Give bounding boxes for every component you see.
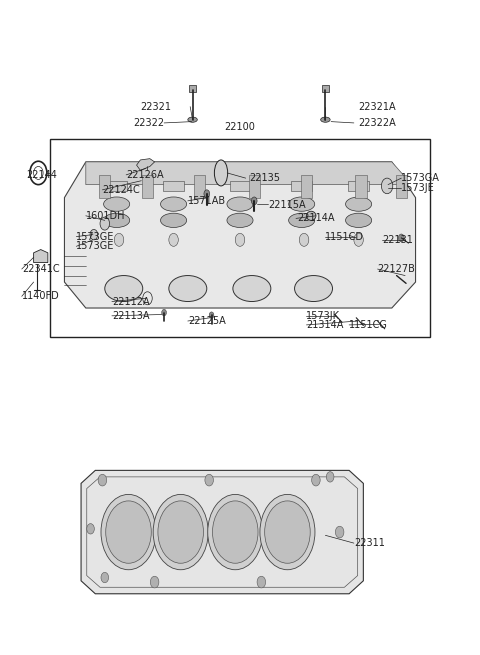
Bar — [301, 175, 312, 198]
Circle shape — [264, 501, 310, 563]
Text: 22114A: 22114A — [297, 214, 335, 223]
Bar — [249, 175, 260, 198]
Circle shape — [300, 233, 309, 246]
Circle shape — [101, 572, 108, 583]
Circle shape — [208, 495, 263, 570]
Text: 22322: 22322 — [133, 118, 164, 128]
Text: 22321A: 22321A — [359, 102, 396, 112]
Circle shape — [162, 309, 167, 316]
Circle shape — [398, 234, 404, 242]
Text: 21314A: 21314A — [306, 320, 344, 330]
Circle shape — [213, 501, 258, 563]
Circle shape — [153, 495, 208, 570]
Polygon shape — [137, 159, 155, 170]
Circle shape — [235, 233, 245, 246]
Circle shape — [150, 576, 159, 588]
Ellipse shape — [160, 197, 187, 212]
Ellipse shape — [346, 213, 372, 227]
Text: 1573GE: 1573GE — [76, 232, 115, 242]
Text: 22135: 22135 — [250, 173, 280, 183]
Text: 22115A: 22115A — [268, 200, 306, 210]
Ellipse shape — [160, 213, 187, 227]
Bar — [99, 175, 110, 198]
Circle shape — [158, 501, 204, 563]
Polygon shape — [64, 162, 416, 308]
Polygon shape — [86, 162, 406, 185]
Text: 1140FD: 1140FD — [22, 291, 60, 301]
Ellipse shape — [169, 276, 207, 301]
Circle shape — [90, 229, 97, 240]
Ellipse shape — [188, 117, 197, 122]
Circle shape — [336, 526, 344, 538]
Bar — [355, 175, 367, 198]
Ellipse shape — [288, 213, 315, 227]
Circle shape — [114, 233, 124, 246]
Text: 1573GE: 1573GE — [76, 241, 115, 252]
Text: 1573JE: 1573JE — [401, 183, 435, 193]
Text: 22112A: 22112A — [112, 297, 150, 307]
Bar — [106, 181, 127, 191]
Circle shape — [209, 312, 214, 318]
Bar — [194, 175, 205, 198]
Text: 22341C: 22341C — [22, 264, 60, 274]
Ellipse shape — [288, 197, 315, 212]
Text: 22321: 22321 — [140, 102, 171, 112]
Text: 22322A: 22322A — [359, 118, 396, 128]
Text: 1601DH: 1601DH — [86, 211, 125, 221]
Bar — [322, 84, 329, 92]
Text: 1151CG: 1151CG — [349, 320, 388, 330]
Text: 22124C: 22124C — [102, 185, 140, 195]
Ellipse shape — [215, 160, 228, 186]
Circle shape — [106, 501, 151, 563]
Text: 22131: 22131 — [383, 235, 413, 245]
Circle shape — [100, 217, 109, 230]
Circle shape — [252, 197, 257, 205]
Bar — [189, 84, 196, 92]
Text: 1573JK: 1573JK — [306, 311, 340, 321]
Text: 22144: 22144 — [26, 170, 58, 180]
Circle shape — [312, 474, 320, 486]
Text: 22311: 22311 — [354, 538, 385, 548]
Circle shape — [354, 233, 363, 246]
Circle shape — [257, 576, 265, 588]
Bar — [229, 181, 251, 191]
Text: 22126A: 22126A — [126, 170, 164, 180]
Ellipse shape — [227, 197, 253, 212]
Ellipse shape — [321, 117, 330, 122]
Text: 22125A: 22125A — [188, 316, 226, 326]
Circle shape — [205, 474, 214, 486]
Text: 1151CD: 1151CD — [325, 232, 364, 242]
Text: 22100: 22100 — [225, 122, 255, 132]
Bar — [163, 181, 184, 191]
Bar — [396, 175, 407, 198]
Bar — [348, 181, 369, 191]
Circle shape — [204, 190, 210, 198]
Ellipse shape — [306, 212, 316, 220]
Ellipse shape — [346, 197, 372, 212]
Circle shape — [98, 474, 107, 486]
Ellipse shape — [104, 213, 130, 227]
Bar — [142, 175, 153, 198]
Ellipse shape — [227, 213, 253, 227]
Circle shape — [382, 178, 393, 194]
Ellipse shape — [105, 276, 143, 301]
Circle shape — [87, 523, 95, 534]
Text: 22127B: 22127B — [378, 264, 416, 274]
Text: 1571AB: 1571AB — [188, 196, 226, 206]
Circle shape — [260, 495, 315, 570]
Ellipse shape — [104, 197, 130, 212]
Bar — [291, 181, 312, 191]
Polygon shape — [34, 250, 48, 263]
Text: 1573GA: 1573GA — [401, 173, 440, 183]
Circle shape — [101, 495, 156, 570]
Ellipse shape — [233, 276, 271, 301]
Polygon shape — [81, 470, 363, 594]
Circle shape — [326, 472, 334, 482]
Text: 22113A: 22113A — [112, 311, 149, 321]
Ellipse shape — [295, 276, 333, 301]
Circle shape — [169, 233, 179, 246]
